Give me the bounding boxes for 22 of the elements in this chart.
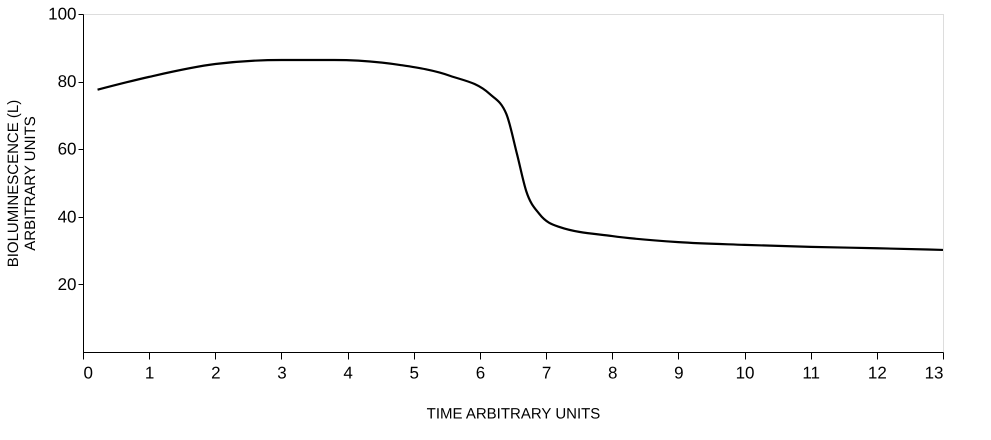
- x-tick-label: 3: [277, 364, 287, 382]
- x-tick-label: 11: [802, 364, 820, 382]
- y-axis-title: BIOLUMINESCENCE (L) ARBITRARY UNITS: [5, 100, 40, 268]
- x-tick-label: 9: [674, 364, 684, 382]
- x-tick-label: 7: [542, 364, 552, 382]
- x-tick-label: 10: [736, 364, 754, 382]
- y-tick-label: 20: [58, 274, 76, 294]
- y-tick-label: 80: [58, 72, 76, 92]
- x-tick-label: 5: [410, 364, 420, 382]
- y-tick-label: 100: [48, 4, 76, 24]
- x-tick-label: 13: [924, 364, 944, 382]
- x-tick-label: 1: [144, 364, 154, 382]
- y-tick-label: 40: [58, 207, 76, 226]
- x-tick-label: 0: [84, 364, 93, 382]
- x-tick-label: 12: [868, 364, 887, 382]
- x-axis-title: TIME ARBITRARY UNITS: [426, 406, 600, 422]
- x-tick-label: 6: [476, 364, 486, 382]
- x-tick-label: 2: [211, 364, 221, 382]
- x-tick-label: 4: [343, 364, 353, 382]
- x-tick-label: 8: [608, 364, 618, 382]
- line-series: [96, 58, 944, 252]
- y-tick-label: 60: [58, 140, 76, 159]
